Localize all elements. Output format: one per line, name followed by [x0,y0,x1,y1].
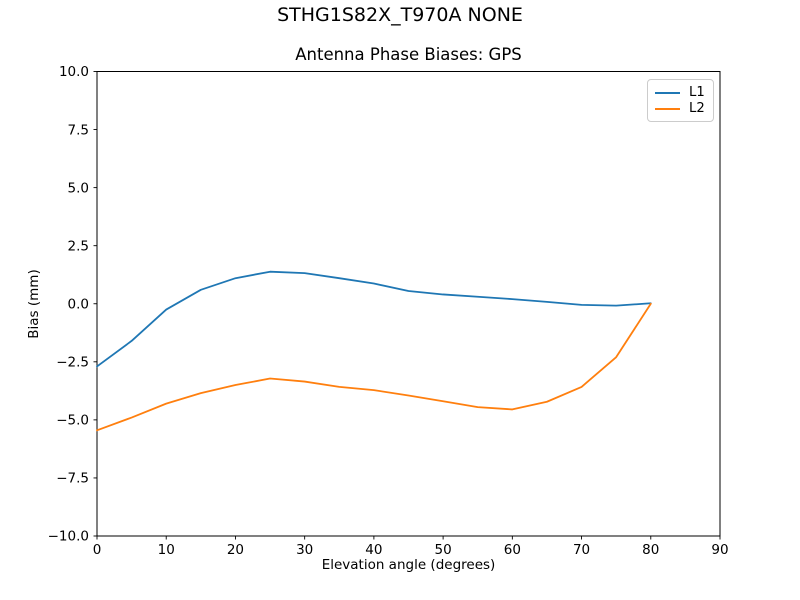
x-tick-label: 90 [711,542,728,558]
x-tick-label: 80 [642,542,659,558]
x-axis-label: Elevation angle (degrees) [321,557,496,573]
y-tick-label: 7.5 [68,122,89,138]
x-tick-label: 50 [435,542,452,558]
legend-label: L1 [689,85,705,101]
l1-series-line [96,270,652,368]
plot-border [96,71,721,537]
axes-title: Antenna Phase Biases: GPS [295,45,522,64]
x-tick-label: 30 [296,542,313,558]
y-tick-label: 0.0 [68,296,89,312]
legend-label: L2 [689,101,705,117]
figure-title: STHG1S82X_T970A NONE [277,4,523,26]
legend: L1 L2 [647,79,714,122]
legend-item-l2: L2 [655,101,706,117]
l2-series-line [96,302,652,432]
y-tick-label: 2.5 [68,238,89,254]
x-tick-label: 20 [227,542,244,558]
y-tick-label: −10.0 [48,529,89,545]
legend-swatch-l2 [655,108,680,110]
x-tick-label: 10 [158,542,175,558]
x-tick-label: 70 [573,542,590,558]
y-tick-label: 5.0 [68,180,89,196]
y-axis-label: Bias (mm) [26,269,42,339]
y-tick-label: −2.5 [56,355,89,371]
x-tick-label: 60 [504,542,521,558]
x-tick-label: 0 [93,542,102,558]
x-tick-label: 40 [365,542,382,558]
y-tick-label: 10.0 [59,64,89,80]
y-tick-label: −7.5 [56,471,89,487]
y-tick-label: −5.0 [56,413,89,429]
legend-swatch-l1 [655,92,680,94]
legend-item-l1: L1 [655,85,706,101]
